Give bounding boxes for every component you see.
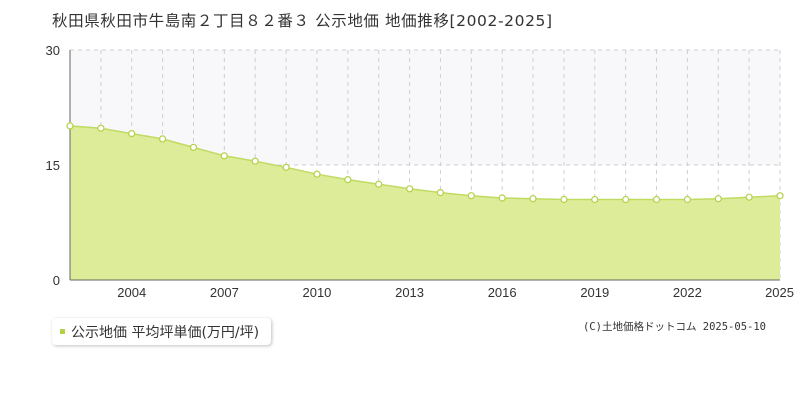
x-tick-label: 2022 bbox=[673, 285, 702, 300]
data-point-2017 bbox=[529, 195, 537, 203]
data-point-2010 bbox=[313, 170, 321, 178]
copyright-text: (C)土地価格ドットコム 2025-05-10 bbox=[582, 321, 766, 333]
data-point-2019 bbox=[591, 195, 599, 204]
data-point-2025 bbox=[776, 192, 784, 200]
area-series bbox=[69, 125, 781, 281]
data-point-2004 bbox=[128, 130, 136, 138]
legend-label: 公示地価 平均坪単価(万円/坪) bbox=[71, 324, 260, 341]
x-tick-label: 2025 bbox=[765, 285, 794, 300]
data-point-2013 bbox=[406, 185, 414, 193]
tick-labels: 2004 2007 2010 2013 2016 2019 2022 2025 0 15 30 bbox=[46, 43, 794, 300]
data-point-2024 bbox=[745, 193, 753, 201]
data-point-2008 bbox=[251, 157, 259, 165]
data-point-2009 bbox=[282, 163, 290, 171]
legend-swatch bbox=[60, 329, 65, 334]
data-point-2018 bbox=[560, 195, 568, 204]
y-tick-label: 15 bbox=[46, 158, 60, 173]
area-fill bbox=[70, 125, 780, 281]
x-tick-label: 2016 bbox=[488, 285, 517, 300]
data-point-2023 bbox=[714, 195, 722, 203]
data-point-2012 bbox=[375, 180, 383, 188]
data-point-2002 bbox=[66, 122, 74, 130]
x-tick-label: 2010 bbox=[302, 285, 331, 300]
data-point-2022 bbox=[683, 195, 692, 204]
x-tick-label: 2019 bbox=[580, 285, 609, 300]
data-point-2011 bbox=[344, 176, 352, 184]
data-point-2005 bbox=[159, 135, 167, 143]
data-point-2016 bbox=[498, 194, 506, 202]
y-tick-label: 30 bbox=[46, 43, 60, 58]
data-markers bbox=[66, 122, 784, 204]
data-point-2003 bbox=[97, 124, 105, 132]
legend: 公示地価 平均坪単価(万円/坪) bbox=[52, 318, 272, 345]
data-point-2007 bbox=[220, 152, 228, 160]
data-point-2020 bbox=[622, 195, 630, 204]
x-tick-label: 2013 bbox=[395, 285, 424, 300]
chart-title: 秋田県秋田市牛島南２丁目８２番３ 公示地価 地価推移[2002-2025] bbox=[52, 12, 553, 30]
data-point-2014 bbox=[436, 189, 444, 197]
data-point-2015 bbox=[467, 192, 475, 200]
data-point-2006 bbox=[189, 143, 198, 151]
x-tick-label: 2007 bbox=[210, 285, 239, 300]
x-tick-label: 2004 bbox=[117, 285, 146, 300]
y-tick-label: 0 bbox=[53, 273, 60, 288]
axes bbox=[69, 50, 780, 281]
data-point-2021 bbox=[652, 195, 661, 204]
series-line bbox=[69, 125, 781, 201]
